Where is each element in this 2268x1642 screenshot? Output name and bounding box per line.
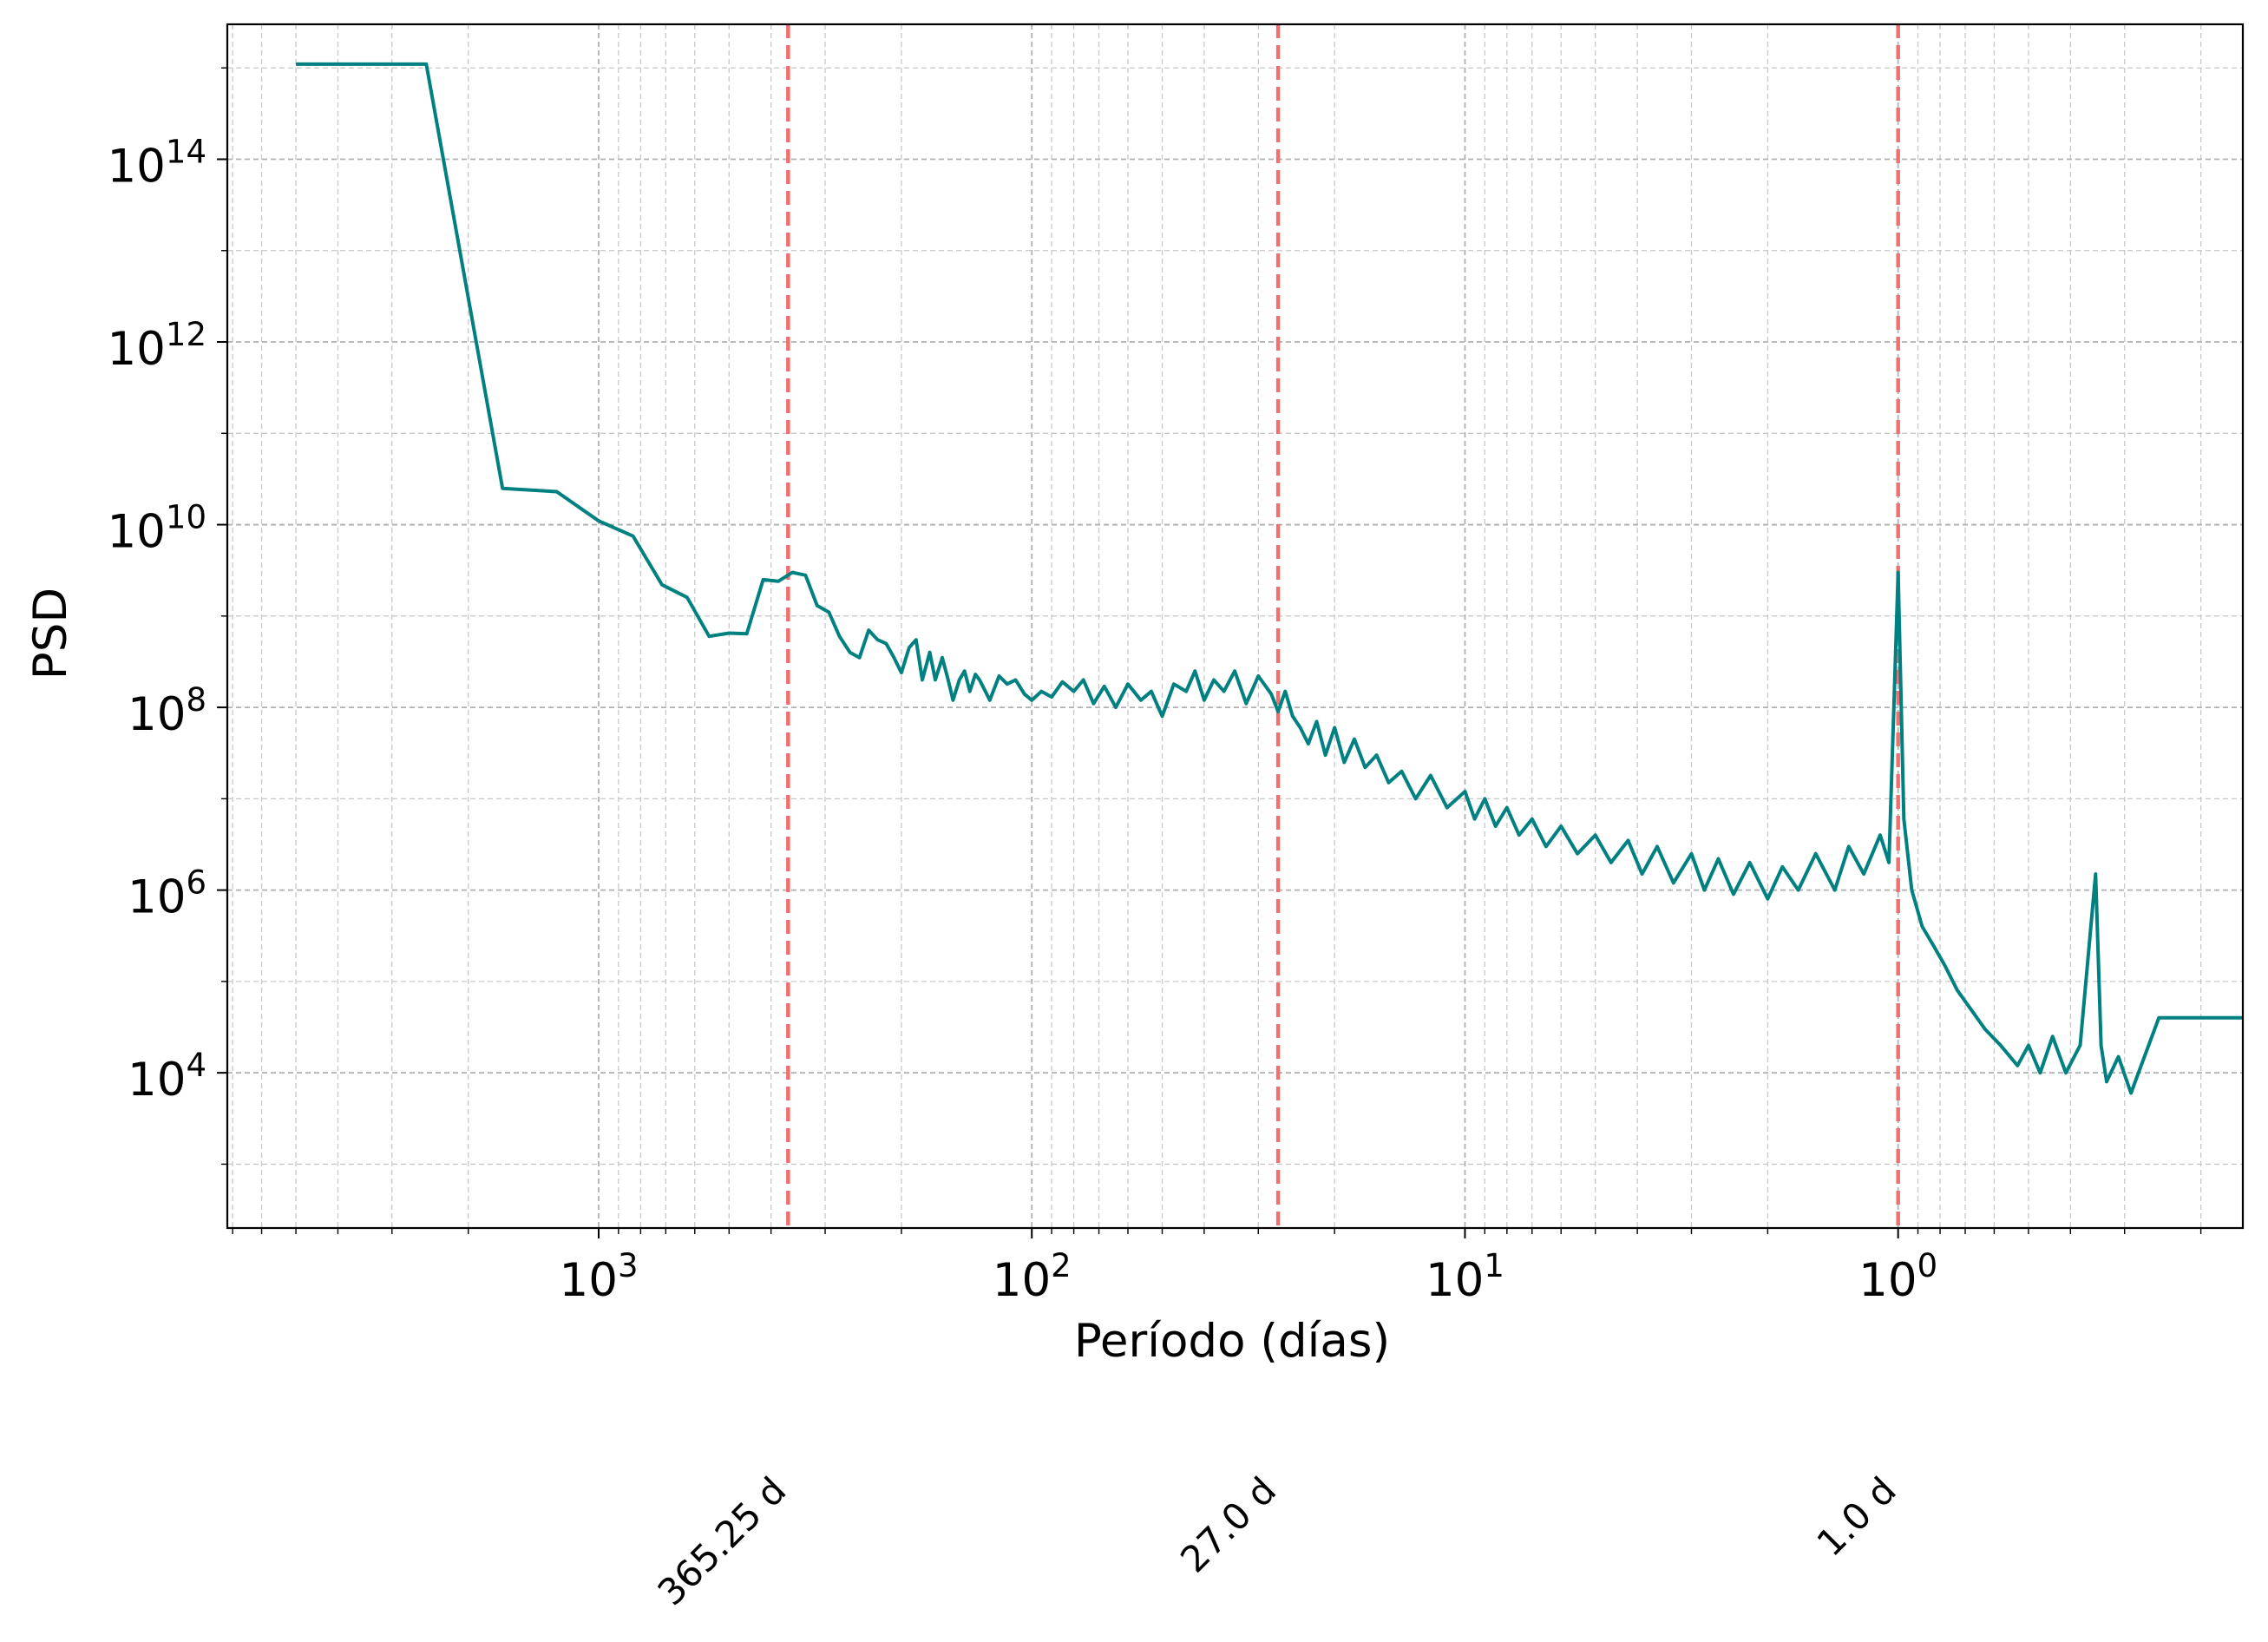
plot-frame [226,23,2245,1230]
y-tick-label: 104 [128,1047,206,1107]
psd-series-line [296,62,2243,1095]
y-axis-ticks: 104 106 108 1010 1012 1014 [107,67,227,1166]
x-tick-label: 103 [560,1247,639,1307]
x-tick-label: 102 [993,1247,1072,1307]
reference-lines [786,24,1900,1228]
y-axis-label: PSD [24,588,77,680]
data-series [296,62,2243,1095]
y-tick-label: 1012 [107,316,206,376]
y-tick-label: 108 [128,681,206,741]
y-tick-label: 1010 [107,499,206,559]
y-tick-label: 1014 [107,133,206,193]
grid-lines [227,24,2243,1228]
x-tick-label: 100 [1858,1247,1937,1307]
x-axis-label: Período (días) [1074,1315,1390,1368]
x-axis-ticks: 103 102 101 100 [232,1228,2202,1307]
y-tick-label: 106 [128,864,206,924]
x-tick-label: 101 [1426,1247,1504,1307]
